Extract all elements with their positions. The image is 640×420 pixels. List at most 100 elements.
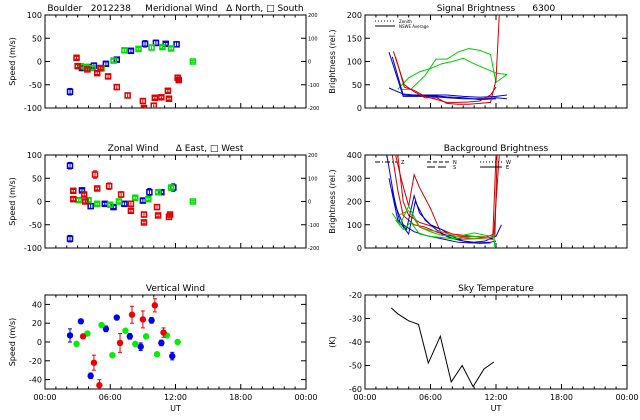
series-line-blue-c <box>391 189 491 244</box>
y-tick-label: 20 <box>32 319 42 328</box>
data-point-red <box>160 329 167 336</box>
plot-area <box>66 298 181 389</box>
y-tick-label: 0 <box>37 338 42 347</box>
y-tick-label: 100 <box>27 11 42 20</box>
series-line-green-b <box>401 47 508 90</box>
data-point-red <box>150 102 157 108</box>
data-point-blue <box>66 332 74 339</box>
data-point-green <box>167 184 175 191</box>
data-point-red <box>90 359 98 366</box>
chart-title: Signal Brightness 6300 <box>437 4 556 14</box>
series-line-blue-b <box>388 178 502 243</box>
data-point-blue <box>127 47 135 55</box>
data-point-green <box>132 194 139 202</box>
data-point-red <box>117 191 125 198</box>
data-point-green <box>121 47 128 54</box>
chart-title: Boulder 2012238 Meridional Wind Δ North,… <box>47 4 303 14</box>
data-point-blue <box>126 333 134 340</box>
data-point-blue <box>148 317 155 324</box>
data-point-red <box>127 207 135 215</box>
data-point-red <box>91 171 99 178</box>
data-point-red <box>74 62 81 70</box>
plot-frame <box>44 154 307 249</box>
y-tick-label: 100 <box>347 58 362 67</box>
chart-signal: Signal Brightness 6300 Brightness (rel.) 0… <box>328 4 628 113</box>
plot-frame <box>44 14 307 109</box>
x-tick-label: 12:00 <box>484 393 507 402</box>
data-point-red <box>104 73 112 80</box>
data-point-red <box>166 211 174 218</box>
series-line-green-a <box>397 57 507 90</box>
y-tick-label: -100 <box>24 104 42 113</box>
y-tick-label: -60 <box>349 385 362 394</box>
data-point-blue <box>141 40 149 48</box>
y-axis-label: Brightness (rel.) <box>328 29 337 93</box>
series-line-green-c <box>493 234 496 248</box>
data-point-blue <box>77 318 85 325</box>
y2-tick-label: 200 <box>308 153 318 159</box>
data-point-blue <box>162 40 169 48</box>
x-tick-label: 06:00 <box>419 393 442 402</box>
series-line-red-b <box>395 56 497 103</box>
data-point-green <box>135 45 142 53</box>
y2-tick-label: 200 <box>308 13 318 19</box>
y-tick-label: 50 <box>32 174 42 183</box>
y-axis-label: Speed (m/s) <box>8 177 17 226</box>
chart-title: Zonal Wind Δ East, □ West <box>108 144 244 154</box>
y-tick-label: -50 <box>29 81 42 90</box>
data-point-green <box>174 338 181 346</box>
x-tick-label: 00:00 <box>294 393 317 402</box>
data-point-red <box>113 83 121 91</box>
y-tick-label: 100 <box>27 151 42 160</box>
data-point-red <box>97 64 104 72</box>
y-tick-label: 50 <box>352 81 362 90</box>
data-point-blue <box>152 39 160 47</box>
y-tick-label: -100 <box>24 244 42 253</box>
y2-tick-label: -200 <box>308 106 319 112</box>
legend-label: W <box>506 160 511 166</box>
legend-label: N <box>453 160 457 166</box>
data-point-green <box>109 351 116 359</box>
data-point-blue <box>137 343 144 350</box>
x-tick-label: 18:00 <box>550 393 573 402</box>
legend-label: S <box>453 165 456 171</box>
y-axis-label: Speed (m/s) <box>8 318 17 367</box>
data-point-green <box>189 198 197 205</box>
y-axis-label: Speed (m/s) <box>8 37 17 86</box>
data-point-red <box>81 198 89 205</box>
x-tick-label: 18:00 <box>229 393 252 402</box>
data-point-blue <box>87 372 94 380</box>
data-point-green <box>98 321 105 329</box>
x-tick-label: 00:00 <box>615 393 638 402</box>
data-point-green <box>122 327 129 334</box>
data-point-red <box>151 94 159 102</box>
legend-label: NSWE Average <box>399 24 429 29</box>
y-tick-label: 100 <box>347 221 362 230</box>
data-point-red <box>116 339 124 347</box>
data-point-red <box>165 95 173 102</box>
y-tick-label: -50 <box>349 362 362 371</box>
x-axis-label: UT <box>170 404 181 413</box>
legend: Z NS WE <box>375 160 511 171</box>
data-point-red <box>80 191 88 198</box>
data-point-red <box>128 311 136 318</box>
data-point-green <box>189 58 197 65</box>
data-point-red <box>175 76 183 84</box>
data-point-green <box>73 340 80 348</box>
data-point-red <box>124 92 131 99</box>
data-point-red <box>140 219 148 226</box>
series-line-red-a <box>392 15 500 105</box>
data-point-red <box>164 87 172 95</box>
data-point-green <box>159 43 166 51</box>
data-point-blue <box>66 235 74 242</box>
data-point-green <box>154 188 162 196</box>
data-point-blue <box>87 202 94 210</box>
data-point-blue <box>66 162 74 169</box>
data-point-red <box>139 97 147 105</box>
chart-background: Background Brightness Brightness (rel.) 0 1… <box>328 144 628 253</box>
x-tick-label: 12:00 <box>164 393 187 402</box>
y-tick-label: 400 <box>347 151 362 160</box>
y-tick-label: 200 <box>347 11 362 20</box>
data-point-green <box>115 198 123 205</box>
